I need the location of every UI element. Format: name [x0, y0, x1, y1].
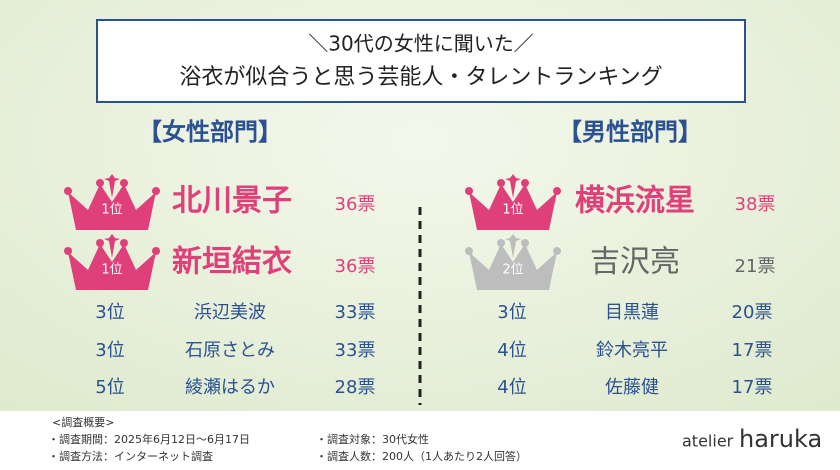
note: ・調査方法：インターネット調査: [48, 449, 213, 463]
name: 佐藤健: [605, 377, 659, 398]
note-heading: <調査概要>: [52, 415, 114, 429]
votes: 33票: [335, 302, 376, 323]
note: ・調査対象：30代女性: [316, 432, 429, 446]
name: 浜辺美波: [194, 302, 266, 323]
votes: 36票: [335, 194, 376, 215]
name: 新垣結衣: [172, 245, 292, 280]
name: 石原さとみ: [185, 340, 275, 361]
votes: 17票: [732, 377, 773, 398]
rank: 3位: [95, 340, 124, 361]
rank: 1位: [101, 203, 122, 218]
title-line1: ＼30代の女性に聞いた／: [308, 32, 533, 56]
footer: [0, 411, 840, 470]
votes: 28票: [335, 377, 376, 398]
rank: 3位: [497, 302, 526, 323]
name: 鈴木亮平: [596, 340, 668, 361]
logo: atelier: [682, 432, 734, 451]
votes: 21票: [735, 256, 776, 277]
rank: 1位: [502, 203, 523, 218]
rank: 4位: [497, 340, 526, 361]
votes: 38票: [735, 194, 776, 215]
name: 目黒蓮: [605, 302, 659, 323]
votes: 20票: [732, 302, 773, 323]
section-title: 【女性部門】: [138, 118, 282, 146]
section-title: 【男性部門】: [558, 118, 702, 146]
rank: 4位: [497, 377, 526, 398]
rank: 1位: [101, 263, 122, 278]
title-line2: 浴衣が似合うと思う芸能人・タレントランキング: [179, 65, 662, 90]
votes: 33票: [335, 340, 376, 361]
votes: 17票: [732, 340, 773, 361]
votes: 36票: [335, 256, 376, 277]
name: 吉沢亮: [590, 245, 680, 280]
rank: 5位: [95, 377, 124, 398]
name: 綾瀬はるか: [185, 377, 275, 398]
note: ・調査人数：200人（1人あたり2人回答）: [316, 449, 527, 463]
logo: haruka: [739, 425, 822, 453]
title-box: [96, 19, 746, 103]
note: ・調査期間：2025年6月12日～6月17日: [48, 432, 250, 446]
rank: 2位: [502, 263, 523, 278]
rank: 3位: [95, 302, 124, 323]
name: 横浜流星: [575, 184, 695, 219]
name: 北川景子: [172, 184, 292, 219]
